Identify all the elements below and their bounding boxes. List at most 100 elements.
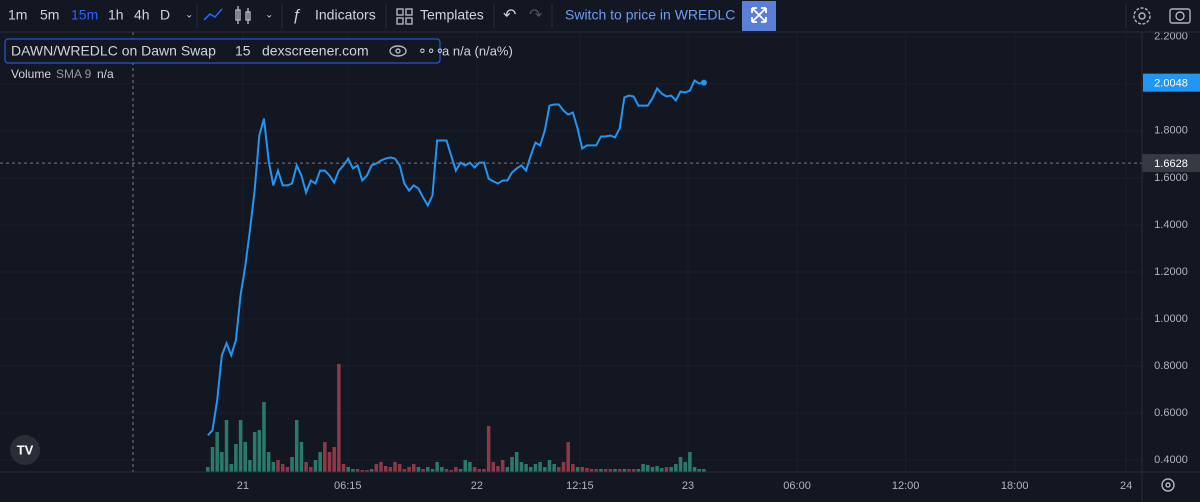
volume-bar [309, 467, 313, 472]
fullscreen[interactable] [742, 1, 776, 31]
interval-button[interactable]: 15m [71, 7, 98, 23]
volume-bar [688, 452, 692, 472]
interval-button[interactable]: 1h [108, 7, 124, 23]
x-tick-label: 23 [682, 480, 694, 492]
volume-bar [472, 467, 477, 472]
settings-icon[interactable] [1161, 478, 1175, 492]
volume-bar [510, 457, 514, 472]
volume-bar [655, 466, 659, 472]
volume-bar [397, 464, 402, 472]
volume-bar [669, 467, 673, 472]
volume-bar [599, 469, 603, 472]
x-tick-label: 12:00 [892, 480, 920, 492]
volume-bar [440, 467, 444, 472]
legend: DAWN/WREDLC on Dawn Swap 15 dexscreener.… [4, 38, 513, 81]
x-tick-label: 22 [471, 480, 483, 492]
volume-bar [463, 460, 467, 472]
volume-bar [486, 426, 491, 472]
templates[interactable]: Templates [420, 7, 484, 23]
last-point [700, 79, 707, 86]
volume-bar [491, 462, 496, 472]
last-price-label: 2.0048 [1154, 78, 1188, 90]
volume-bar [496, 466, 500, 472]
eye-icon[interactable] [389, 45, 407, 57]
volume-bar [697, 469, 701, 472]
volume-bar [664, 467, 669, 472]
volume-bar [430, 469, 435, 472]
volume-bar [519, 462, 524, 472]
y-tick-label: 2.2000 [1154, 31, 1188, 43]
volume-bar [215, 432, 219, 472]
volume-bar [538, 462, 542, 472]
volume-bar [257, 430, 262, 472]
y-tick-label: 1.6000 [1154, 172, 1188, 184]
volume-bar [252, 432, 257, 472]
settings-button[interactable] [1133, 7, 1151, 25]
legend-box[interactable] [4, 38, 441, 64]
redo[interactable]: ↷ [529, 7, 543, 24]
volume-bar [238, 420, 243, 472]
crosshair-label-bg [1142, 154, 1200, 173]
volume-bar [206, 467, 210, 472]
fx-icon[interactable]: ƒ [292, 7, 301, 24]
volume-bar [468, 462, 472, 472]
volume-bar [346, 467, 350, 472]
volume-bar [622, 469, 627, 472]
volume-bar [341, 464, 346, 472]
volume-bar [426, 467, 430, 472]
interval-button[interactable]: 5m [40, 7, 59, 23]
volume-bar [660, 468, 664, 472]
volume-bar [627, 469, 631, 472]
x-tick-label: 21 [237, 480, 249, 492]
volume-bar [571, 464, 575, 472]
camera-button[interactable] [1169, 8, 1191, 24]
volume-bar [458, 469, 463, 472]
volume-bar [332, 447, 336, 472]
volume-bar [608, 469, 613, 472]
volume-bar [500, 460, 505, 472]
volume-bar [449, 470, 453, 472]
volume-bar [552, 464, 556, 472]
crosshair-label: 1.6628 [1154, 158, 1188, 170]
templates-icon[interactable] [396, 8, 413, 25]
interval-button[interactable]: 1m [8, 7, 27, 23]
volume-bar [692, 467, 697, 472]
more-icon[interactable]: ∘∘∘ [418, 42, 444, 58]
x-tick-label: 12:15 [566, 480, 594, 492]
volume-bar [285, 467, 290, 472]
volume-bar [304, 462, 308, 472]
interval-button[interactable]: 4h [134, 7, 150, 23]
volume-bar [248, 460, 252, 472]
interval-chevron[interactable]: ⌄ [185, 10, 193, 21]
volume-bar [454, 467, 458, 472]
indicators[interactable]: Indicators [315, 7, 376, 23]
change: a n/a (n/a%) [442, 43, 513, 58]
volume-bar [543, 467, 547, 472]
y-tick-label: 1.0000 [1154, 313, 1188, 325]
style-chevron[interactable]: ⌄ [265, 10, 273, 21]
undo[interactable]: ↶ [503, 7, 516, 24]
volume-bar [631, 469, 636, 472]
volume-bar [365, 470, 369, 472]
line-style-icon[interactable] [203, 8, 223, 21]
volume-bar [514, 452, 519, 472]
candle-icon[interactable] [235, 6, 251, 24]
toolbar-bg [0, 0, 1200, 32]
volume-bar [524, 464, 528, 472]
volume-bar [327, 452, 332, 472]
volume-bar [351, 469, 355, 472]
price-line [207, 78, 705, 436]
volume-bar [290, 457, 294, 472]
volume-bar [374, 464, 379, 472]
switch-price[interactable]: Switch to price in WREDLC [565, 7, 735, 23]
plot: 0.4000 0.6000 0.8000 1.0000 1.2000 1.4000 1.60… [0, 31, 1200, 492]
last-price-bg [1143, 73, 1200, 92]
volume-bar [210, 447, 215, 472]
volume-bar [294, 420, 299, 472]
y-tick-label: 1.2000 [1154, 266, 1188, 278]
volume-bar [477, 469, 482, 472]
volume-bar [323, 442, 327, 472]
interval-button[interactable]: D [160, 7, 170, 23]
